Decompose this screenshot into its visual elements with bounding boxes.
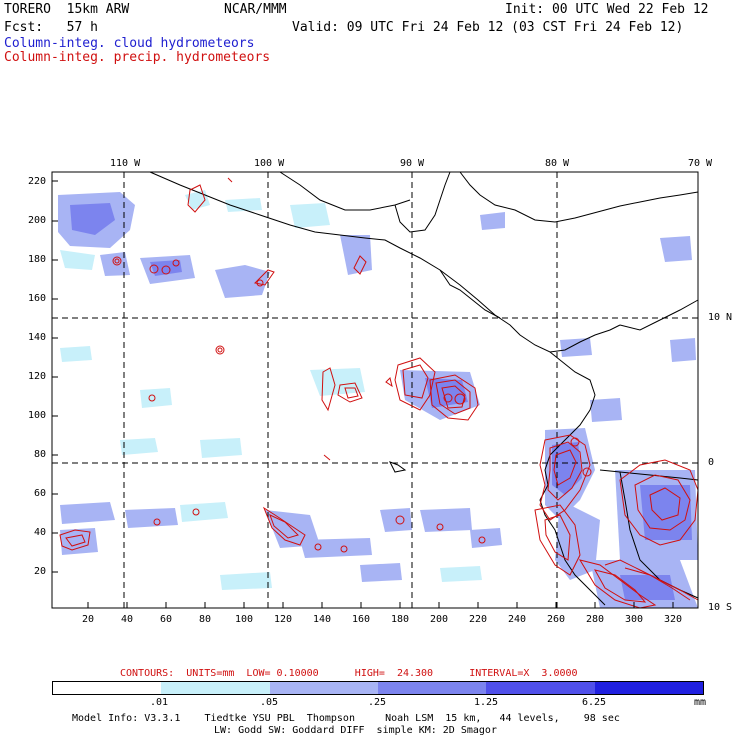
footer-physics-info: LW: Godd SW: Goddard DIFF simple KM: 2D …	[214, 725, 497, 736]
init-time: Init: 00 UTC Wed 22 Feb 12	[505, 2, 709, 17]
left-tick-160: 160	[28, 293, 47, 304]
left-tick-80: 80	[34, 449, 47, 460]
colorbar-segment-2	[269, 682, 378, 694]
colorbar-segment-4	[486, 682, 595, 694]
bottom-tick-120: 120	[274, 614, 293, 625]
left-tick-120: 120	[28, 371, 47, 382]
bottom-tick-20: 20	[82, 614, 95, 625]
lon-label-80w: 80 W	[545, 158, 570, 169]
left-tick-40: 40	[34, 527, 47, 538]
left-tick-60: 60	[34, 488, 47, 499]
plot-frame	[51, 171, 699, 609]
colorbar-level-001: .01	[150, 697, 169, 708]
field-cloud-label: Column-integ. cloud hydrometeors	[4, 36, 255, 51]
bottom-tick-marks	[87, 602, 674, 608]
bottom-tick-300: 300	[625, 614, 644, 625]
footer-model-info: Model Info: V3.3.1 Tiedtke YSU PBL Thomp…	[72, 713, 620, 724]
bottom-tick-280: 280	[586, 614, 605, 625]
bottom-tick-320: 320	[664, 614, 683, 625]
left-tick-200: 200	[28, 215, 47, 226]
contour-info: CONTOURS: UNITS=mm LOW= 0.10000 HIGH= 24…	[120, 668, 578, 679]
left-tick-180: 180	[28, 254, 47, 265]
valid-time: Valid: 09 UTC Fri 24 Feb 12 (03 CST Fri …	[292, 20, 684, 35]
left-tick-140: 140	[28, 332, 47, 343]
colorbar-segment-3	[377, 682, 487, 694]
field-precip-label: Column-integ. precip. hydrometeors	[4, 50, 271, 65]
cloud-shading	[58, 190, 698, 608]
bottom-tick-80: 80	[199, 614, 212, 625]
colorbar-level-625: 6.25	[582, 697, 607, 708]
coastlines	[149, 171, 699, 606]
left-tick-20: 20	[34, 566, 47, 577]
colorbar-level-005: .05	[260, 697, 279, 708]
lat-label-0: 0	[708, 457, 715, 468]
bottom-tick-200: 200	[430, 614, 449, 625]
forecast-hour: Fcst: 57 h	[4, 20, 98, 35]
colorbar	[52, 681, 704, 695]
grid-lines	[52, 172, 698, 608]
colorbar-level-125: 1.25	[474, 697, 499, 708]
colorbar-level-025: .25	[368, 697, 387, 708]
bottom-tick-240: 240	[508, 614, 527, 625]
lon-label-100w: 100 W	[254, 158, 285, 169]
lon-label-110w: 110 W	[110, 158, 141, 169]
bottom-tick-220: 220	[469, 614, 488, 625]
bottom-tick-40: 40	[121, 614, 134, 625]
bottom-tick-180: 180	[391, 614, 410, 625]
colorbar-unit: mm	[694, 697, 707, 708]
precip-contours	[59, 177, 699, 609]
left-tick-100: 100	[28, 410, 47, 421]
colorbar-segment-1	[161, 682, 270, 694]
lon-label-90w: 90 W	[400, 158, 425, 169]
lat-label-10s: 10 S	[708, 602, 733, 613]
lat-label-10n: 10 N	[708, 312, 733, 323]
left-tick-220: 220	[28, 176, 47, 187]
bottom-tick-60: 60	[160, 614, 173, 625]
colorbar-segment-0	[53, 682, 162, 694]
colorbar-segment-5	[594, 682, 703, 694]
model-name: TORERO 15km ARW	[4, 2, 130, 17]
left-tick-marks	[52, 180, 58, 573]
bottom-tick-100: 100	[235, 614, 254, 625]
organization: NCAR/MMM	[224, 2, 287, 17]
bottom-tick-140: 140	[313, 614, 332, 625]
lon-label-70w: 70 W	[688, 158, 713, 169]
bottom-tick-260: 260	[547, 614, 566, 625]
bottom-tick-160: 160	[352, 614, 371, 625]
